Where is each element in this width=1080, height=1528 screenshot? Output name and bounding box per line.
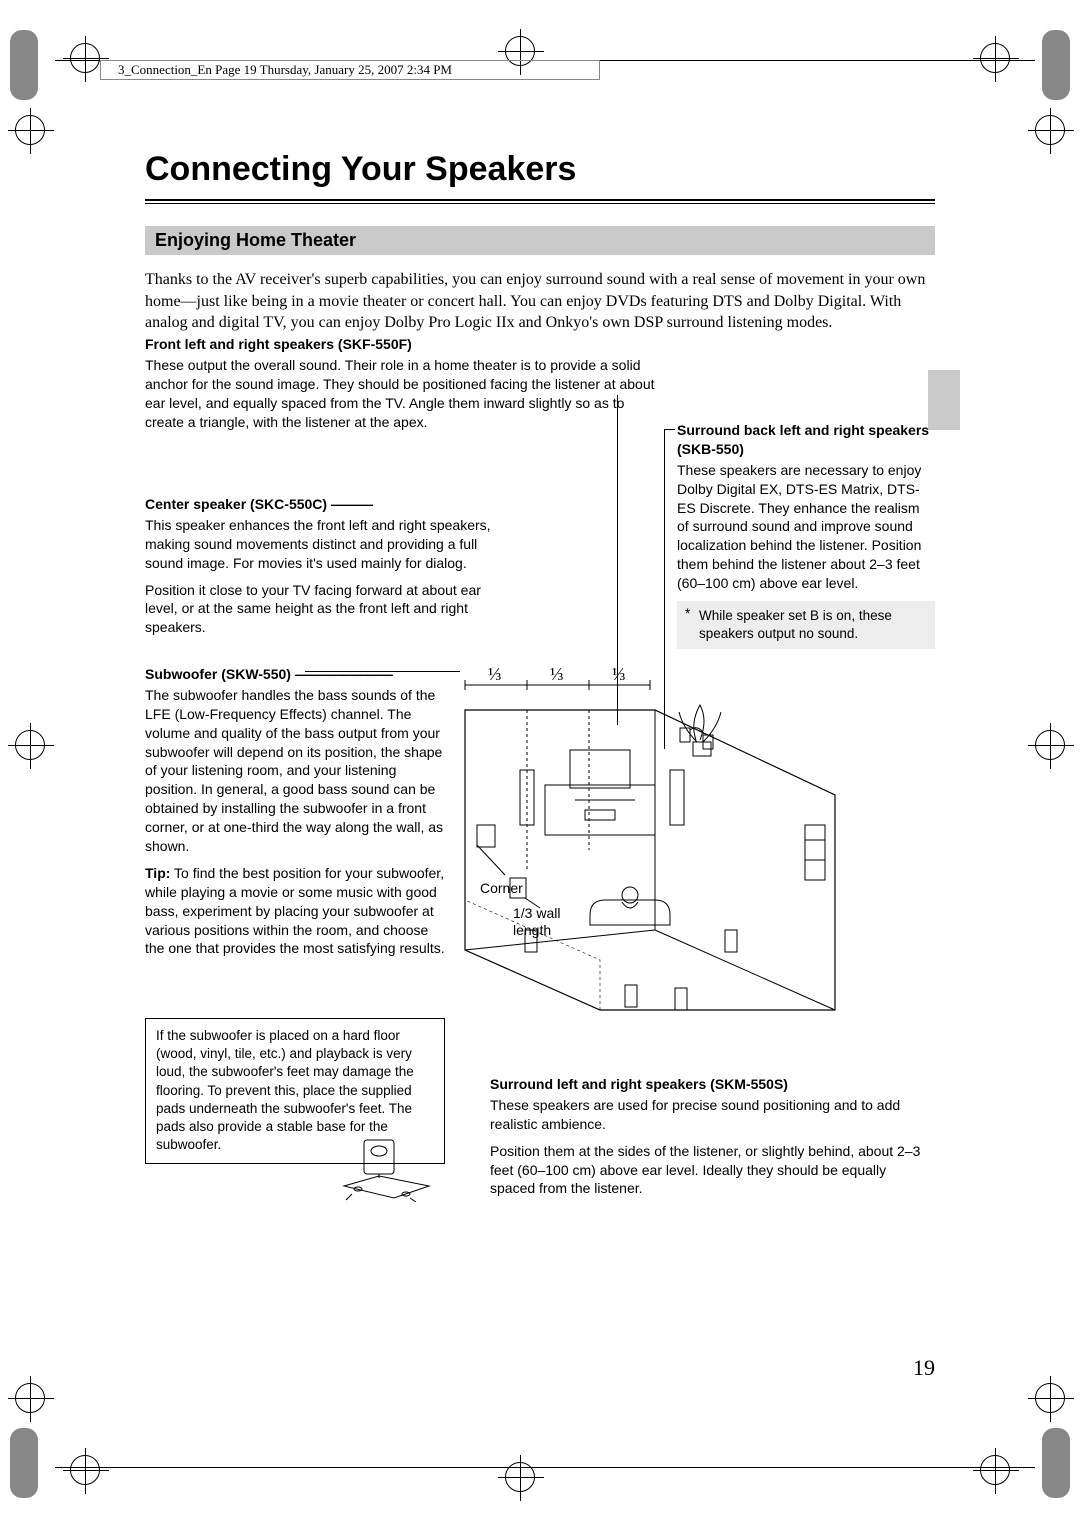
crop-corner-shade-tr (1042, 30, 1070, 100)
room-diagram-svg (455, 650, 925, 1070)
frontlr-body: These output the overall sound. Their ro… (145, 356, 655, 432)
fraction-label: ⅓ (488, 664, 502, 685)
title-rule (145, 199, 935, 204)
wall-third-label: 1/3 wall length (513, 905, 573, 939)
subwoofer-pad-icon (334, 1136, 434, 1202)
subwoofer-block: Subwoofer (SKW-550) ——————— The subwoofe… (145, 665, 445, 966)
room-diagram: ⅓ ⅓ ⅓ Corner 1/3 wall length (455, 650, 925, 1070)
frontlr-block: Front left and right speakers (SKF-550F)… (145, 335, 655, 439)
leader-inline: ——— (327, 496, 373, 512)
registration-mark-icon (980, 1455, 1010, 1485)
registration-mark-icon (70, 43, 100, 73)
sub-body-1: The subwoofer handles the bass sounds of… (145, 686, 445, 856)
fraction-label: ⅓ (612, 664, 626, 685)
manual-page: 3_Connection_En Page 19 Thursday, Januar… (0, 0, 1080, 1528)
page-title: Connecting Your Speakers (145, 150, 935, 189)
surrlr-body-2: Position them at the sides of the listen… (490, 1142, 930, 1199)
sub-tip: Tip: To find the best position for your … (145, 864, 445, 958)
registration-mark-icon (980, 43, 1010, 73)
registration-mark-icon (1035, 730, 1065, 760)
crop-corner-shade-tl (10, 30, 38, 100)
content-area: Connecting Your Speakers Enjoying Home T… (145, 150, 935, 334)
sub-heading: Subwoofer (SKW-550) (145, 666, 291, 682)
corner-label: Corner (480, 880, 523, 896)
surrlr-heading: Surround left and right speakers (SKM-55… (490, 1075, 930, 1094)
leader-inline: ——————— (291, 666, 393, 682)
crop-line (55, 1467, 1035, 1468)
frontlr-heading: Front left and right speakers (SKF-550F) (145, 335, 655, 354)
center-block: Center speaker (SKC-550C) ——— This speak… (145, 495, 505, 645)
center-body-1: This speaker enhances the front left and… (145, 516, 505, 573)
fraction-label: ⅓ (550, 664, 564, 685)
registration-mark-icon (15, 1383, 45, 1413)
surrback-block: Surround back left and right speakers (S… (677, 421, 935, 649)
intro-paragraph: Thanks to the AV receiver's superb capab… (145, 269, 935, 334)
registration-mark-icon (15, 730, 45, 760)
section-heading: Enjoying Home Theater (145, 226, 935, 255)
sub-note-text: If the subwoofer is placed on a hard flo… (156, 1028, 414, 1152)
center-heading: Center speaker (SKC-550C) (145, 496, 327, 512)
crop-corner-shade-bl (10, 1428, 38, 1498)
leader-line (305, 671, 460, 672)
surrlr-block: Surround left and right speakers (SKM-55… (490, 1075, 930, 1206)
registration-mark-icon (15, 115, 45, 145)
print-header: 3_Connection_En Page 19 Thursday, Januar… (118, 62, 452, 78)
tip-text: To find the best position for your subwo… (145, 865, 445, 957)
sub-note-box: If the subwoofer is placed on a hard flo… (145, 1018, 445, 1164)
center-body-2: Position it close to your TV facing forw… (145, 581, 505, 638)
crop-corner-shade-br (1042, 1428, 1070, 1498)
registration-mark-icon (70, 1455, 100, 1485)
surrback-body: These speakers are necessary to enjoy Do… (677, 461, 935, 593)
leader-line (665, 429, 675, 430)
page-number: 19 (913, 1355, 935, 1381)
sub-note-block: If the subwoofer is placed on a hard flo… (145, 1018, 445, 1202)
surrback-star-note: While speaker set B is on, these speaker… (677, 601, 935, 649)
registration-mark-icon (1035, 1383, 1065, 1413)
surrlr-body-1: These speakers are used for precise soun… (490, 1096, 930, 1134)
surrback-heading: Surround back left and right speakers (S… (677, 421, 935, 459)
tip-label: Tip: (145, 865, 170, 881)
registration-mark-icon (1035, 115, 1065, 145)
